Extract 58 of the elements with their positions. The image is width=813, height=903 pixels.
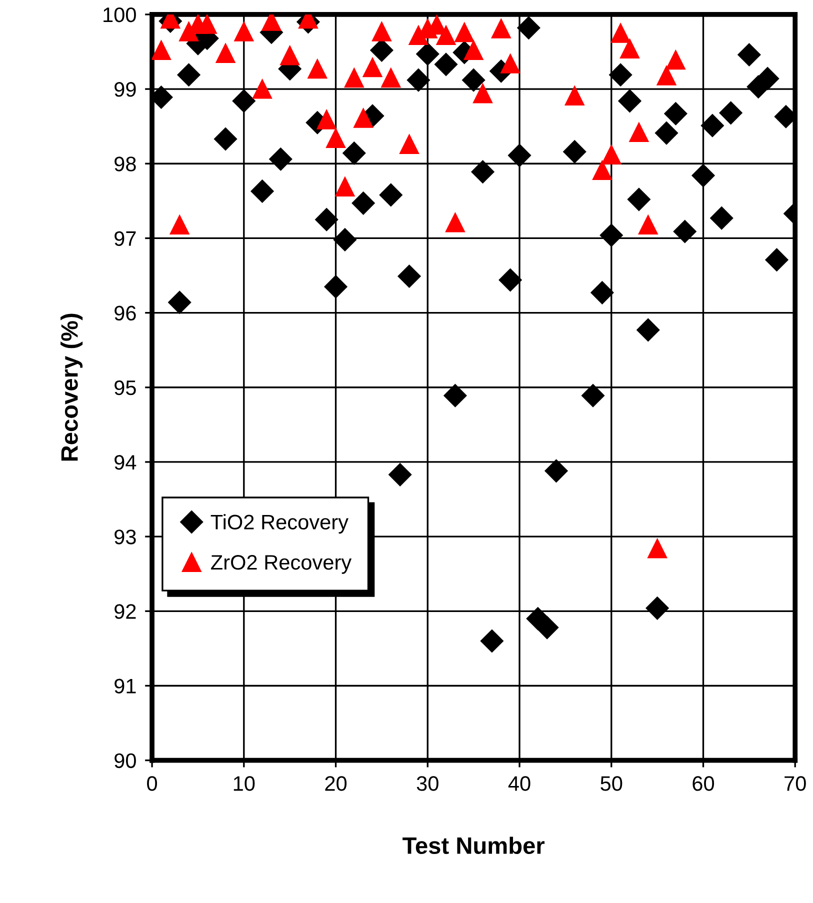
point xyxy=(473,84,492,104)
point xyxy=(197,14,217,34)
point xyxy=(454,22,474,42)
point xyxy=(602,144,622,164)
point xyxy=(326,128,346,148)
point xyxy=(500,54,520,74)
point xyxy=(638,215,658,235)
point xyxy=(592,160,612,180)
y-tick-label: 94 xyxy=(114,454,136,470)
y-tick-label: 97 xyxy=(114,231,136,246)
x-tick-label: 10 xyxy=(234,776,255,791)
point xyxy=(666,50,686,70)
point xyxy=(216,44,236,63)
point xyxy=(234,22,254,42)
point xyxy=(564,86,584,106)
point xyxy=(262,14,282,31)
point xyxy=(362,58,382,78)
x-tick-label: 40 xyxy=(508,776,530,791)
point xyxy=(316,110,336,130)
point xyxy=(252,79,272,99)
point xyxy=(344,68,364,88)
point xyxy=(620,39,640,58)
y-tick-label: 96 xyxy=(114,306,136,321)
point xyxy=(381,68,401,88)
point xyxy=(436,26,456,46)
x-tick-label: 0 xyxy=(147,776,158,791)
x-axis-title: Test Number xyxy=(402,836,545,854)
point xyxy=(152,40,171,60)
y-tick-label: 100 xyxy=(104,7,136,22)
x-tick-label: 70 xyxy=(784,776,806,791)
point xyxy=(629,122,649,142)
point xyxy=(354,108,374,128)
point xyxy=(170,215,190,235)
point xyxy=(400,134,419,154)
y-tick-label: 91 xyxy=(114,678,136,694)
y-tick-label: 90 xyxy=(114,753,136,768)
x-tick-label: 20 xyxy=(325,776,347,791)
point xyxy=(372,22,392,42)
point xyxy=(656,66,676,86)
legend-label: ZrO2 Recovery xyxy=(211,554,352,574)
y-tick-label: 98 xyxy=(114,156,136,172)
point xyxy=(464,40,484,60)
point xyxy=(335,177,355,196)
point xyxy=(308,59,328,79)
point xyxy=(280,46,300,66)
y-axis-title: Recovery (%) xyxy=(60,314,83,461)
y-tick-label: 95 xyxy=(114,380,136,396)
y-tick-label: 93 xyxy=(114,530,136,544)
x-tick-label: 50 xyxy=(600,776,622,791)
x-tick-label: 60 xyxy=(692,776,714,791)
point xyxy=(491,18,511,38)
legend-label: TiO2 Recovery xyxy=(210,514,348,534)
point xyxy=(445,212,465,232)
y-tick-label: 99 xyxy=(114,82,136,97)
x-tick-label: 30 xyxy=(416,776,438,791)
point xyxy=(610,23,630,43)
point xyxy=(648,538,668,558)
y-tick-label: 92 xyxy=(114,604,136,619)
